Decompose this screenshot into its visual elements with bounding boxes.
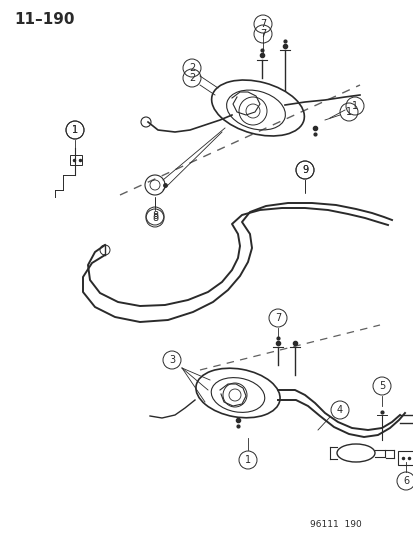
Text: 9: 9 xyxy=(301,165,307,175)
Text: 4: 4 xyxy=(336,405,342,415)
Text: 9: 9 xyxy=(301,165,307,175)
Text: 7: 7 xyxy=(259,19,266,29)
Text: 2: 2 xyxy=(188,63,195,73)
Text: 96111  190: 96111 190 xyxy=(309,520,361,529)
Text: 1: 1 xyxy=(72,125,78,135)
Text: 7: 7 xyxy=(259,29,266,39)
Text: 3: 3 xyxy=(169,355,175,365)
Bar xyxy=(70,155,82,165)
Text: 1: 1 xyxy=(244,455,250,465)
Text: 8: 8 xyxy=(152,213,158,223)
Text: 5: 5 xyxy=(378,381,384,391)
Text: 8: 8 xyxy=(152,211,158,221)
Text: 6: 6 xyxy=(402,476,408,486)
Text: 1: 1 xyxy=(345,107,351,117)
Bar xyxy=(397,451,413,465)
Text: 1: 1 xyxy=(351,101,357,111)
Text: 7: 7 xyxy=(274,313,280,323)
Text: 2: 2 xyxy=(188,73,195,83)
Text: 1: 1 xyxy=(72,125,78,135)
Text: 11–190: 11–190 xyxy=(14,12,74,27)
